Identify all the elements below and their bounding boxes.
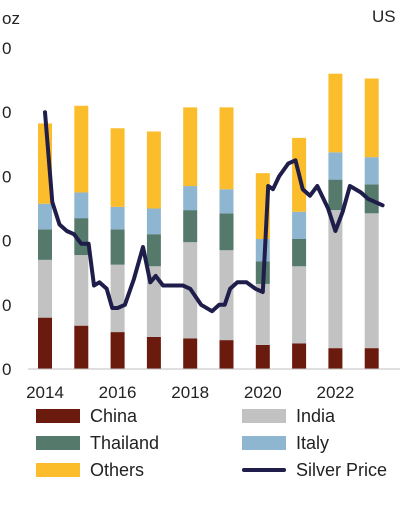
bar-segment-others xyxy=(219,107,234,190)
bar-segment-china xyxy=(74,325,89,369)
y-tick-label: 0 xyxy=(2,232,11,251)
bar-segment-china xyxy=(219,340,234,369)
bar-segment-others xyxy=(74,105,89,193)
right-axis-unit: US xyxy=(372,7,396,26)
legend-label-others: Others xyxy=(90,459,145,480)
legend-swatch-china xyxy=(36,409,80,423)
y-tick-label: 0 xyxy=(2,167,11,186)
bar-segment-china xyxy=(183,338,198,369)
chart: oz US 0 0 0 0 0 0 2014 2016 2018 2020 2022 xyxy=(2,7,400,400)
bar-segment-thailand xyxy=(146,234,161,267)
silver-price-line xyxy=(43,110,385,314)
bar-segment-others xyxy=(328,73,343,153)
bar-segment-india xyxy=(38,259,52,318)
bar-segment-india xyxy=(255,283,270,345)
bar-segment-thailand xyxy=(292,238,307,267)
legend-swatch-silver-price xyxy=(242,468,286,472)
y-tick-label: 0 xyxy=(2,39,11,58)
y-tick-label: 0 xyxy=(2,103,11,122)
y-tick-label: 0 xyxy=(2,296,11,315)
legend-swatch-thailand xyxy=(36,436,80,450)
bar-segment-italy xyxy=(292,211,307,239)
bar-segment-thailand xyxy=(183,210,198,243)
bar-segment-china xyxy=(292,343,307,369)
legend-item-others: Others xyxy=(36,458,144,482)
legend-item-china: China xyxy=(36,404,137,428)
legend-label-thailand: Thailand xyxy=(90,432,160,453)
left-axis-unit: oz xyxy=(2,9,20,28)
bar-segment-india xyxy=(328,210,343,349)
bar-segment-others xyxy=(364,78,379,158)
legend-item-thailand: Thailand xyxy=(36,431,159,455)
bar-segment-india xyxy=(110,264,125,333)
bar-segment-italy xyxy=(364,157,379,185)
bar-segment-china xyxy=(328,348,343,369)
bar-segment-others xyxy=(110,128,125,207)
legend-item-silver-price: Silver Price xyxy=(242,458,387,482)
bar-segment-italy xyxy=(38,203,52,230)
x-tick-label: 2016 xyxy=(99,383,137,400)
legend-label-india: India xyxy=(296,405,336,426)
legend-swatch-india xyxy=(242,409,286,423)
x-tick-label: 2014 xyxy=(26,383,64,400)
legend-label-italy: Italy xyxy=(296,432,330,453)
legend-item-india: India xyxy=(242,404,335,428)
bar-segment-thailand xyxy=(38,229,52,260)
legend-label-silver-price: Silver Price xyxy=(296,459,388,480)
bar-segment-china xyxy=(255,344,270,369)
legend-swatch-italy xyxy=(242,436,286,450)
bar-segment-italy xyxy=(328,152,343,180)
bar-segment-italy xyxy=(110,206,125,230)
bar-segment-thailand xyxy=(328,179,343,211)
legend-label-china: China xyxy=(90,405,138,426)
bar-segment-china xyxy=(110,332,125,369)
x-tick-label: 2020 xyxy=(244,383,282,400)
bar-segment-others xyxy=(183,107,198,187)
bars xyxy=(38,73,379,369)
x-tick-label: 2022 xyxy=(316,383,354,400)
bar-segment-others xyxy=(146,131,161,209)
bar-segment-india xyxy=(364,213,379,349)
bar-segment-italy xyxy=(219,189,234,214)
y-axis-ticks: 0 0 0 0 0 0 xyxy=(2,39,11,379)
bar-segment-thailand xyxy=(219,213,234,251)
legend-item-italy: Italy xyxy=(242,431,329,455)
bar-segment-thailand xyxy=(74,218,89,256)
bar-segment-italy xyxy=(183,186,198,211)
y-tick-label: 0 xyxy=(2,360,11,379)
legend-swatch-others xyxy=(36,463,80,477)
bar-segment-china xyxy=(146,336,161,369)
x-tick-label: 2018 xyxy=(171,383,209,400)
silver-price-polyline xyxy=(43,110,385,314)
x-axis-ticks: 2014 2016 2018 2020 2022 xyxy=(26,383,354,400)
bar-segment-india xyxy=(292,266,307,344)
bar-segment-italy xyxy=(74,192,89,219)
bar-segment-china xyxy=(364,348,379,369)
bar-segment-italy xyxy=(146,208,161,235)
bar-segment-china xyxy=(38,317,52,369)
bar-segment-thailand xyxy=(110,229,125,265)
bar-segment-india xyxy=(74,255,89,326)
